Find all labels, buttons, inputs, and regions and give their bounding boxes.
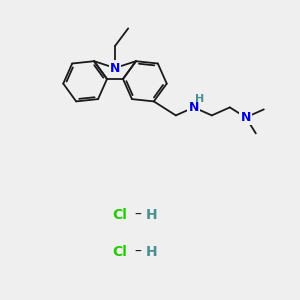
Text: H: H [195,94,204,104]
Text: N: N [241,111,251,124]
Text: Cl: Cl [112,245,128,259]
Text: –: – [135,245,141,259]
Text: N: N [110,61,120,74]
Text: N: N [189,101,199,114]
Text: –: – [135,208,141,222]
Text: Cl: Cl [112,208,128,222]
Text: H: H [146,245,158,259]
Text: H: H [146,208,158,222]
